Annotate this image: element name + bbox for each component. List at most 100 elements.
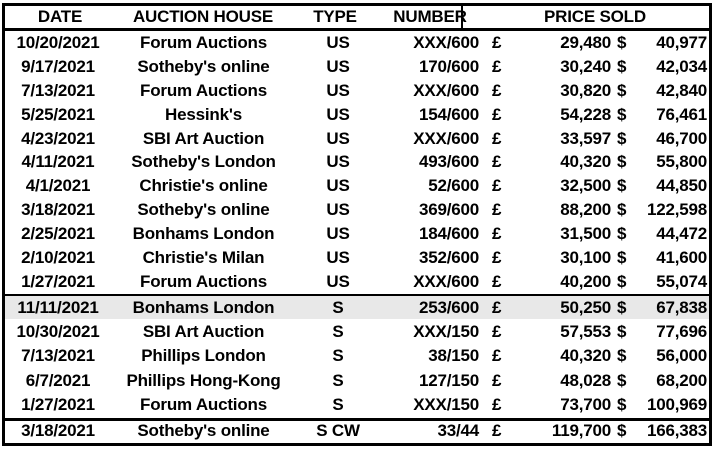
cell-price-usd: 122,598 (646, 200, 707, 220)
usd-currency-symbol: $ (617, 104, 627, 124)
cell-number: 184/600 (418, 224, 479, 244)
cell-type: S CW (316, 420, 360, 440)
cell-price-gbp: 30,820 (560, 80, 611, 100)
cell-type: US (326, 80, 350, 100)
gbp-currency-symbol: £ (492, 395, 502, 415)
cell-date: 3/18/2021 (21, 200, 95, 220)
cell-auction-house: Sotheby's online (137, 200, 270, 220)
gbp-currency-symbol: £ (492, 152, 502, 172)
cell-price-usd: 55,074 (656, 271, 707, 291)
cell-price-gbp: 29,480 (560, 32, 611, 52)
cell-price-usd: 55,800 (656, 152, 707, 172)
cell-auction-house: Hessink's (165, 104, 242, 124)
cell-date: 10/30/2021 (16, 321, 100, 341)
table-row[interactable]: 2/25/2021 Bonhams London US 184/600 £ 31… (5, 222, 709, 246)
cell-date: 5/25/2021 (21, 104, 95, 124)
gbp-currency-symbol: £ (492, 224, 502, 244)
table-row[interactable]: 1/27/2021 Forum Auctions S XXX/150 £ 73,… (5, 393, 709, 418)
cell-number: 493/600 (418, 152, 479, 172)
table-row[interactable]: 4/23/2021 SBI Art Auction US XXX/600 £ 3… (5, 127, 709, 151)
cell-auction-house: Forum Auctions (140, 80, 267, 100)
cell-price-usd: 166,383 (646, 420, 707, 440)
table-row[interactable]: 5/25/2021 Hessink's US 154/600 £ 54,228 … (5, 103, 709, 127)
header-price-sold: PRICE SOLD (544, 7, 646, 26)
gbp-currency-symbol: £ (492, 321, 502, 341)
table-row[interactable]: 11/11/2021 Bonhams London S 253/600 £ 50… (5, 293, 709, 320)
cell-date: 4/11/2021 (21, 152, 95, 172)
table-row[interactable]: 1/27/2021 Forum Auctions US XXX/600 £ 40… (5, 270, 709, 294)
cell-date: 1/27/2021 (21, 271, 95, 291)
cell-number: XXX/150 (413, 321, 479, 341)
cell-type: S (332, 321, 344, 341)
table-row[interactable]: 10/20/2021 Forum Auctions US XXX/600 £ 2… (5, 31, 709, 55)
cell-price-usd: 77,696 (656, 321, 707, 341)
cell-type: S (332, 370, 344, 390)
table-row[interactable]: 3/18/2021 Sotheby's online S CW 33/44 £ … (5, 417, 709, 442)
header-type: TYPE (313, 7, 357, 26)
table-row[interactable]: 2/10/2021 Christie's Milan US 352/600 £ … (5, 246, 709, 270)
gbp-currency-symbol: £ (492, 200, 502, 220)
cell-type: US (326, 104, 350, 124)
cell-price-usd: 68,200 (656, 370, 707, 390)
cell-date: 10/20/2021 (16, 32, 100, 52)
cell-date: 1/27/2021 (21, 395, 95, 415)
cell-auction-house: Forum Auctions (140, 395, 267, 415)
cell-number: XXX/150 (413, 395, 479, 415)
cell-price-usd: 44,472 (656, 224, 707, 244)
usd-currency-symbol: $ (617, 247, 627, 267)
cell-price-gbp: 30,100 (560, 247, 611, 267)
cell-price-gbp: 88,200 (560, 200, 611, 220)
cell-type: S (332, 297, 344, 317)
cell-price-gbp: 40,200 (560, 271, 611, 291)
cell-date: 7/13/2021 (21, 346, 95, 366)
cell-auction-house: Sotheby's online (137, 56, 270, 76)
cell-type: US (326, 128, 350, 148)
cell-auction-house: Phillips London (141, 346, 266, 366)
cell-auction-house: SBI Art Auction (142, 128, 265, 148)
cell-auction-house: Phillips Hong-Kong (126, 370, 281, 390)
gbp-currency-symbol: £ (492, 32, 502, 52)
table-row[interactable]: 7/13/2021 Forum Auctions US XXX/600 £ 30… (5, 79, 709, 103)
gbp-currency-symbol: £ (492, 346, 502, 366)
cell-auction-house: Christie's online (139, 176, 268, 196)
cell-number: 127/150 (418, 370, 479, 390)
header-column-divider (461, 6, 463, 28)
table-row[interactable]: 4/11/2021 Sotheby's London US 493/600 £ … (5, 150, 709, 174)
usd-currency-symbol: $ (617, 200, 627, 220)
cell-type: US (326, 247, 350, 267)
cell-auction-house: Sotheby's online (137, 420, 270, 440)
cell-type: US (326, 56, 350, 76)
cell-number: 52/600 (428, 176, 479, 196)
cell-price-gbp: 40,320 (560, 152, 611, 172)
usd-currency-symbol: $ (617, 346, 627, 366)
cell-date: 2/25/2021 (21, 224, 95, 244)
table-row[interactable]: 4/1/2021 Christie's online US 52/600 £ 3… (5, 174, 709, 198)
usd-currency-symbol: $ (617, 321, 627, 341)
cell-number: 369/600 (418, 200, 479, 220)
cell-type: US (326, 152, 350, 172)
cell-price-gbp: 48,028 (560, 370, 611, 390)
cell-auction-house: Christie's Milan (142, 247, 265, 267)
cell-number: 253/600 (418, 297, 479, 317)
cell-type: US (326, 271, 350, 291)
usd-currency-symbol: $ (617, 80, 627, 100)
table-row[interactable]: 6/7/2021 Phillips Hong-Kong S 127/150 £ … (5, 368, 709, 393)
cell-date: 11/11/2021 (17, 297, 99, 317)
table-row[interactable]: 9/17/2021 Sotheby's online US 170/600 £ … (5, 55, 709, 79)
header-date: DATE (37, 7, 83, 26)
cell-price-gbp: 57,553 (560, 321, 611, 341)
cell-price-gbp: 30,240 (560, 56, 611, 76)
cell-price-gbp: 119,700 (551, 420, 611, 440)
usd-currency-symbol: $ (617, 128, 627, 148)
gbp-currency-symbol: £ (492, 104, 502, 124)
table-row[interactable]: 3/18/2021 Sotheby's online US 369/600 £ … (5, 198, 709, 222)
usd-currency-symbol: $ (617, 271, 627, 291)
cell-auction-house: Sotheby's London (131, 152, 276, 172)
table-row[interactable]: 10/30/2021 SBI Art Auction S XXX/150 £ 5… (5, 319, 709, 344)
cell-type: S (332, 395, 344, 415)
cell-price-gbp: 50,250 (560, 297, 611, 317)
cell-date: 9/17/2021 (21, 56, 95, 76)
cell-price-gbp: 40,320 (560, 346, 611, 366)
cell-number: 352/600 (418, 247, 479, 267)
table-row[interactable]: 7/13/2021 Phillips London S 38/150 £ 40,… (5, 344, 709, 369)
